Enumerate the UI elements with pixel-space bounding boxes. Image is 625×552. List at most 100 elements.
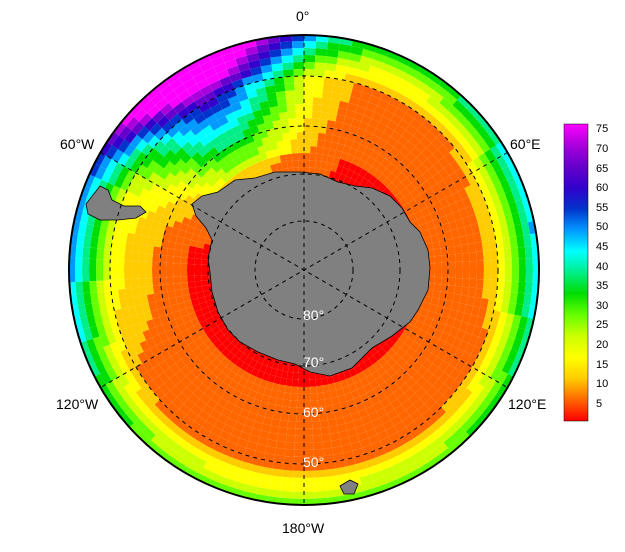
field-cell [314, 62, 326, 71]
field-cell [328, 170, 336, 179]
field-cell [76, 293, 85, 306]
field-cell [404, 193, 414, 203]
field-cell [177, 438, 191, 451]
field-cell [193, 456, 207, 468]
field-cell [136, 400, 150, 414]
field-cell [511, 187, 522, 202]
field-cell [510, 247, 519, 260]
field-cell [89, 270, 97, 282]
field-cell [197, 296, 207, 304]
field-cell [180, 152, 192, 164]
field-cell [481, 188, 492, 201]
field-cell [137, 431, 151, 446]
field-cell [296, 414, 304, 422]
field-cell [192, 388, 204, 400]
field-cell [396, 357, 407, 368]
field-cell [129, 193, 140, 206]
field-cell [275, 90, 286, 100]
field-cell [356, 461, 369, 471]
field-cell [394, 338, 405, 349]
field-cell [285, 442, 295, 450]
field-cell [340, 167, 349, 176]
field-cell [507, 302, 517, 315]
field-cell [292, 48, 304, 56]
field-cell [142, 130, 155, 144]
field-cell [452, 319, 462, 330]
field-cell [477, 221, 487, 233]
field-cell [105, 228, 115, 240]
field-cell [104, 238, 113, 250]
field-cell [104, 290, 113, 302]
field-cell [335, 165, 344, 174]
field-cell [310, 393, 318, 401]
concentration-field [69, 35, 539, 505]
field-cell [93, 373, 106, 388]
field-cell [117, 250, 125, 261]
field-cell [312, 104, 322, 112]
field-cell [313, 449, 324, 457]
field-cell [434, 424, 448, 438]
field-cell [156, 115, 170, 128]
field-cell [119, 231, 128, 242]
field-cell [304, 449, 314, 457]
field-cell [416, 174, 427, 185]
field-cell [333, 452, 345, 462]
field-cell [251, 457, 264, 467]
field-cell [130, 314, 140, 326]
field-cell [494, 344, 505, 358]
field-cell [206, 130, 218, 142]
field-cell [477, 139, 491, 153]
field-cell [422, 101, 435, 114]
field-cell [224, 401, 235, 412]
field-cell [135, 164, 148, 177]
field-cell [313, 442, 323, 450]
field-cell [304, 125, 312, 133]
field-cell [110, 279, 119, 291]
field-cell [267, 156, 276, 166]
field-cell [314, 55, 327, 64]
field-cell [191, 162, 202, 173]
field-cell [236, 92, 249, 102]
field-cell [166, 183, 177, 194]
field-cell [324, 133, 333, 142]
field-cell [488, 239, 497, 251]
field-cell [376, 75, 389, 87]
field-cell [350, 171, 359, 181]
field-cell [126, 181, 138, 194]
field-cell [390, 415, 403, 426]
field-cell [124, 241, 134, 252]
field-cell [354, 150, 364, 160]
field-cell [166, 402, 179, 415]
field-cell [344, 138, 354, 148]
field-cell [448, 309, 458, 320]
field-cell [506, 176, 518, 191]
field-cell [465, 392, 478, 406]
field-cell [495, 290, 504, 302]
field-cell [188, 341, 199, 352]
field-cell [91, 225, 101, 238]
field-cell [168, 319, 178, 329]
field-cell [152, 246, 161, 255]
field-cell [247, 118, 258, 129]
field-cell [131, 287, 141, 298]
field-cell [472, 169, 484, 182]
field-cell [278, 384, 286, 393]
field-cell [152, 152, 165, 165]
field-cell [271, 383, 280, 392]
field-cell [194, 270, 202, 276]
field-cell [523, 234, 532, 247]
field-cell [369, 134, 380, 145]
field-cell [98, 226, 108, 239]
field-cell [466, 379, 479, 393]
field-cell [133, 343, 144, 355]
field-cell [371, 160, 381, 170]
field-cell [374, 483, 389, 495]
field-cell [426, 414, 439, 427]
field-cell [476, 400, 490, 415]
field-cell [325, 162, 333, 171]
field-cell [337, 50, 351, 60]
field-cell [443, 364, 455, 376]
field-cell [201, 357, 212, 368]
field-cell [186, 351, 197, 362]
field-cell [342, 450, 355, 460]
